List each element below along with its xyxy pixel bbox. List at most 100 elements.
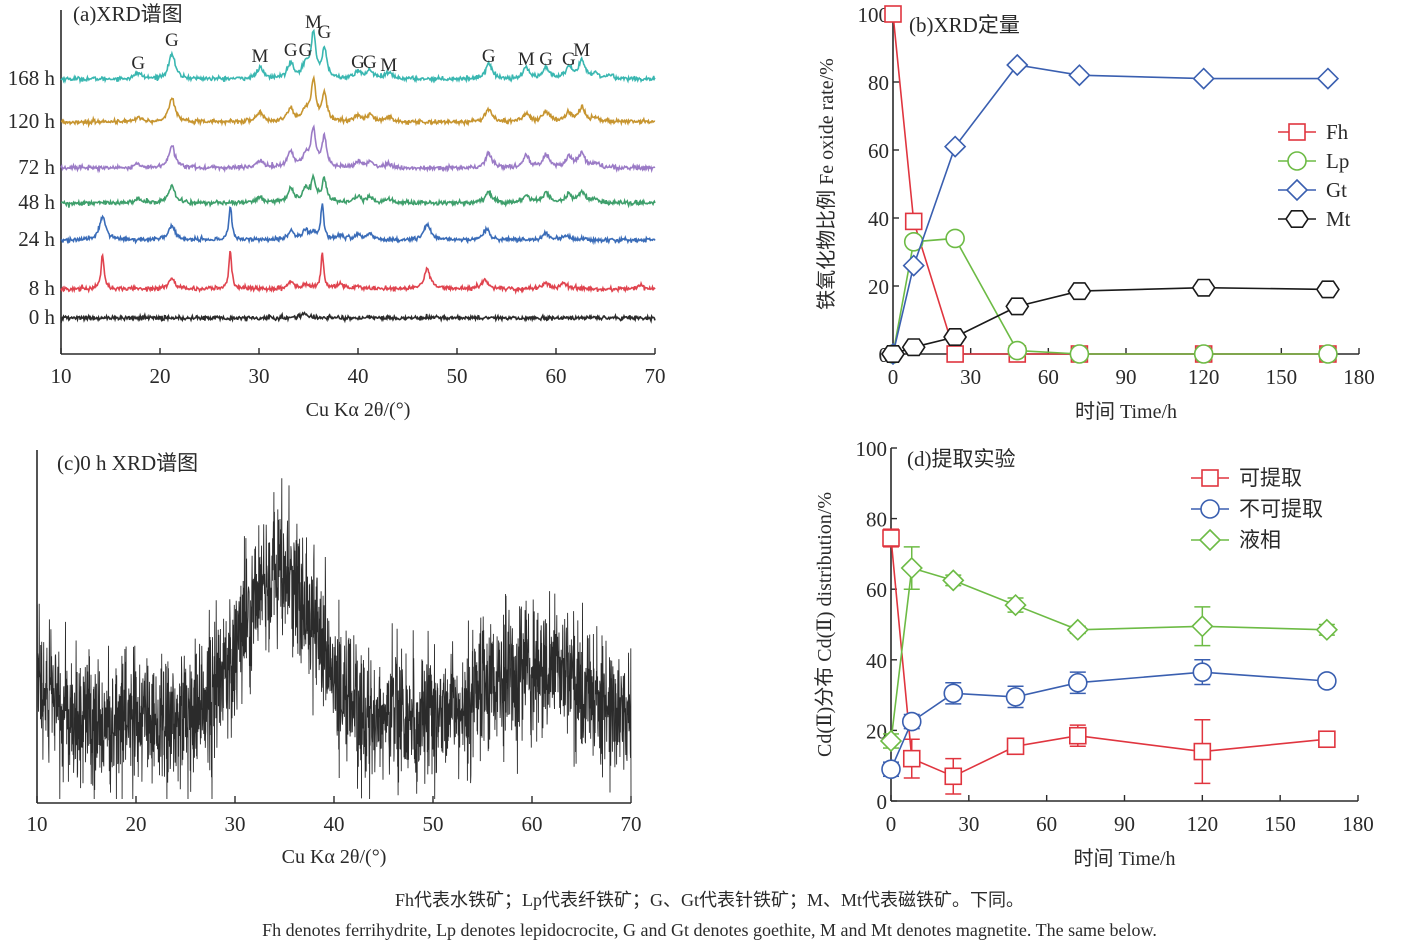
legend-label: Gt: [1326, 178, 1347, 202]
y-axis-title: Cd(Ⅱ)分布 Cd(Ⅱ) distribution/%: [813, 492, 836, 757]
data-point-square: [946, 345, 964, 363]
trace-0h: [60, 311, 656, 324]
data-point-diamond: [879, 729, 903, 753]
peak-label-G: G: [317, 22, 331, 43]
x-tick-label: 30: [249, 364, 270, 388]
peak-label-M: M: [252, 46, 269, 67]
legend-label: 液相: [1239, 528, 1281, 552]
data-point-square: [1006, 737, 1025, 756]
data-point-square: [904, 212, 923, 231]
data-point-circle: [1007, 340, 1028, 361]
data-point-hexagon: [943, 327, 968, 347]
data-point-diamond: [1006, 53, 1029, 77]
data-point-diamond: [1004, 593, 1027, 617]
y-tick-label: 100: [856, 437, 888, 461]
panel-title: (d)提取实验: [907, 447, 1016, 471]
data-point-square: [944, 767, 963, 786]
legend-marker-circle: [1200, 499, 1220, 519]
trace-label: 0 h: [29, 305, 56, 329]
caption-chinese: Fh代表水铁矿；Lp代表纤铁矿；G、Gt代表针铁矿；M、Mt代表磁铁矿。下同。: [394, 890, 1024, 910]
data-point-diamond: [1192, 67, 1215, 90]
panel-title: (c)0 h XRD谱图: [57, 451, 198, 475]
x-tick-label: 90: [1116, 365, 1137, 389]
x-tick-label: 60: [546, 364, 567, 388]
x-tick-label: 70: [621, 812, 642, 836]
x-tick-label: 150: [1266, 365, 1298, 389]
y-tick-label: 100: [858, 3, 890, 27]
trace-48h: [61, 172, 656, 209]
data-point-diamond: [900, 556, 923, 580]
data-point-circle: [1192, 662, 1213, 682]
data-point-diamond: [1191, 615, 1214, 638]
series-line: [892, 64, 1328, 355]
x-tick-label: 60: [1038, 365, 1059, 389]
trace-0h: [36, 478, 632, 800]
data-point-circle: [881, 759, 901, 780]
caption-english: Fh denotes ferrihydrite, Lp denotes lepi…: [262, 920, 1157, 940]
y-tick-label: 40: [868, 207, 889, 231]
peak-label-G: G: [299, 40, 313, 61]
data-point-hexagon: [881, 344, 905, 364]
x-tick-label: 60: [1036, 812, 1057, 836]
data-point-square: [882, 529, 900, 547]
legend-label: 不可提取: [1239, 497, 1323, 521]
x-tick-label: 30: [958, 812, 979, 836]
x-axis-title: Cu Kα 2θ/(°): [282, 846, 387, 868]
x-tick-label: 40: [324, 812, 345, 836]
data-point-square: [1193, 742, 1212, 761]
x-tick-label: 150: [1264, 812, 1296, 836]
trace-24h: [60, 203, 656, 246]
peak-label-M: M: [573, 40, 590, 61]
data-point-circle: [945, 228, 965, 249]
panel-d-line-chart: 0 30 60 90 120 150 180 0 20 40 60 80 100 时间 Time/h Cd(…: [813, 437, 1374, 870]
series-line: [892, 13, 1328, 355]
data-point-square: [1318, 730, 1336, 749]
x-axis-title: Cu Kα 2θ/(°): [306, 399, 411, 421]
peak-label-G: G: [363, 52, 377, 73]
y-tick-label: 20: [866, 719, 887, 743]
data-point-hexagon: [1067, 282, 1092, 301]
panel-c-0h-xrd: 10 20 30 40 50 60 70 Cu Kα 2θ/(°) (c)0 h XRD谱图: [27, 450, 642, 868]
y-tick-label: 60: [866, 578, 887, 602]
peak-label-G: G: [482, 46, 496, 67]
y-tick-label: 0: [877, 790, 888, 814]
x-tick-label: 10: [27, 812, 48, 836]
peak-label-G: G: [284, 40, 298, 61]
peak-label-G: G: [131, 53, 145, 74]
legend-marker-square: [1288, 123, 1306, 141]
x-tick-label: 30: [225, 812, 246, 836]
x-tick-label: 70: [645, 364, 666, 388]
data-point-circle: [1005, 687, 1026, 707]
peak-label-G: G: [165, 30, 179, 51]
peak-label-M: M: [518, 49, 535, 70]
data-point-circle: [1317, 671, 1337, 691]
panel-title: (a)XRD谱图: [73, 2, 183, 26]
x-tick-label: 120: [1188, 365, 1220, 389]
series-line: [890, 566, 1327, 742]
x-tick-label: 40: [348, 364, 369, 388]
x-tick-label: 60: [522, 812, 543, 836]
trace-72h: [60, 124, 656, 174]
peak-label-M: M: [380, 55, 397, 76]
legend-label: Lp: [1326, 149, 1349, 173]
x-tick-label: 90: [1114, 812, 1135, 836]
data-point-diamond: [902, 254, 925, 277]
y-tick-label: 80: [866, 508, 887, 532]
data-point-circle: [1193, 344, 1214, 364]
data-point-square: [902, 749, 921, 768]
y-axis-title: 铁氧化物比例 Fe oxide rate/%: [815, 58, 838, 310]
series-Gt: [881, 53, 1340, 366]
x-tick-label: 180: [1342, 812, 1374, 836]
trace-label: 48 h: [18, 190, 55, 214]
data-point-diamond: [1068, 64, 1091, 87]
x-tick-label: 120: [1187, 812, 1219, 836]
trace-8h: [60, 250, 656, 295]
y-tick-label: 80: [868, 71, 889, 95]
data-point-diamond: [1066, 618, 1089, 641]
data-point-square: [1069, 726, 1087, 745]
data-point-circle: [1318, 344, 1338, 364]
series-液相: [879, 546, 1338, 753]
data-point-circle: [1068, 672, 1088, 693]
